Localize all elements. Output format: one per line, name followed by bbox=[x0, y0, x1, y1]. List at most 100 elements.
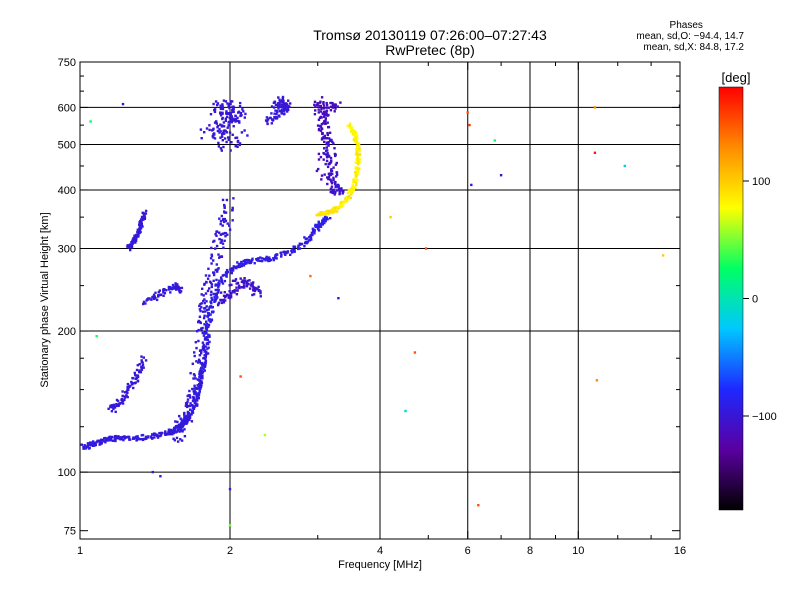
echo-point bbox=[250, 260, 253, 264]
echo-point bbox=[212, 273, 216, 277]
echo-point bbox=[348, 124, 352, 127]
echo-point bbox=[325, 106, 328, 109]
echo-point bbox=[131, 383, 134, 386]
echo-point bbox=[218, 231, 221, 234]
echo-point bbox=[231, 107, 235, 111]
echo-point bbox=[242, 282, 246, 285]
echo-point bbox=[261, 257, 264, 260]
echo-point bbox=[201, 326, 204, 330]
echo-point bbox=[283, 106, 286, 109]
echo-point bbox=[109, 439, 112, 442]
echo-point bbox=[327, 144, 330, 147]
echo-point bbox=[128, 438, 131, 441]
echo-point bbox=[162, 294, 165, 297]
echo-point bbox=[330, 138, 333, 142]
echo-point bbox=[212, 279, 215, 282]
echo-point bbox=[285, 105, 288, 108]
echo-point bbox=[183, 415, 186, 418]
echo-point bbox=[279, 105, 282, 108]
echo-point bbox=[204, 292, 208, 295]
echo-point bbox=[89, 441, 92, 444]
echo-point bbox=[201, 347, 205, 351]
echo-point bbox=[195, 387, 198, 391]
echo-point bbox=[169, 430, 173, 434]
echo-point bbox=[227, 124, 230, 127]
echo-point bbox=[261, 259, 264, 263]
echo-point bbox=[243, 277, 246, 280]
echo-point bbox=[210, 296, 213, 299]
echo-point bbox=[238, 143, 241, 147]
echo-point bbox=[168, 428, 171, 432]
echo-point bbox=[239, 277, 242, 280]
echo-point bbox=[326, 149, 329, 152]
echo-point bbox=[192, 373, 196, 376]
echo-point bbox=[204, 306, 207, 310]
echo-point bbox=[158, 434, 161, 438]
echo-point bbox=[162, 291, 165, 294]
echo-point bbox=[195, 360, 198, 363]
echo-point bbox=[329, 187, 333, 191]
echo-point bbox=[240, 264, 243, 268]
echo-point bbox=[330, 185, 334, 188]
echo-point bbox=[199, 385, 203, 388]
echo-point bbox=[139, 220, 142, 223]
echo-point bbox=[218, 237, 221, 241]
x-tick-label: 2 bbox=[227, 545, 233, 557]
echo-point bbox=[111, 404, 115, 408]
echo-point bbox=[125, 394, 128, 397]
echo-point bbox=[470, 183, 473, 187]
echo-point bbox=[341, 200, 344, 203]
echo-point bbox=[232, 267, 235, 271]
echo-point bbox=[225, 268, 229, 272]
echo-point bbox=[239, 111, 242, 115]
echo-point bbox=[228, 487, 232, 491]
echo-point bbox=[186, 398, 190, 401]
echo-point bbox=[289, 102, 292, 105]
echo-point bbox=[341, 189, 344, 193]
echo-point bbox=[163, 288, 166, 291]
echo-point bbox=[140, 359, 143, 362]
echo-point bbox=[264, 257, 268, 260]
echo-point bbox=[195, 346, 198, 350]
echo-point bbox=[329, 217, 332, 220]
echo-point bbox=[314, 225, 318, 229]
echo-point bbox=[356, 160, 360, 163]
echo-point bbox=[143, 437, 146, 441]
echo-point bbox=[283, 252, 286, 255]
echo-point bbox=[237, 263, 241, 266]
x-tick-label: 10 bbox=[572, 545, 584, 557]
echo-point bbox=[95, 335, 98, 338]
echo-point bbox=[179, 291, 182, 294]
echo-point bbox=[256, 259, 259, 262]
echo-point bbox=[314, 105, 317, 108]
echo-point bbox=[331, 209, 334, 212]
echo-point bbox=[194, 341, 197, 344]
echo-point bbox=[332, 211, 335, 214]
echo-point bbox=[139, 230, 142, 234]
echo-point bbox=[282, 103, 285, 107]
echo-point bbox=[214, 294, 218, 297]
echo-point bbox=[110, 410, 114, 413]
echo-point bbox=[207, 308, 210, 311]
echo-point bbox=[320, 138, 324, 141]
echo-point bbox=[192, 405, 195, 408]
echo-point bbox=[243, 116, 246, 119]
echo-point bbox=[222, 129, 225, 133]
echo-point bbox=[124, 436, 127, 439]
echo-point bbox=[326, 152, 329, 155]
echo-point bbox=[186, 417, 189, 421]
echo-point bbox=[468, 123, 471, 127]
echo-point bbox=[330, 182, 334, 185]
echo-point bbox=[134, 373, 137, 377]
echo-point bbox=[190, 420, 194, 423]
echo-point bbox=[190, 404, 194, 407]
echo-point bbox=[204, 345, 207, 348]
echo-point bbox=[242, 284, 246, 288]
echo-point bbox=[201, 371, 204, 374]
echo-point bbox=[228, 228, 232, 231]
echo-point bbox=[94, 443, 97, 446]
echo-point bbox=[112, 407, 115, 411]
echo-point bbox=[172, 429, 175, 433]
echo-point bbox=[355, 147, 358, 151]
echo-point bbox=[104, 441, 107, 444]
